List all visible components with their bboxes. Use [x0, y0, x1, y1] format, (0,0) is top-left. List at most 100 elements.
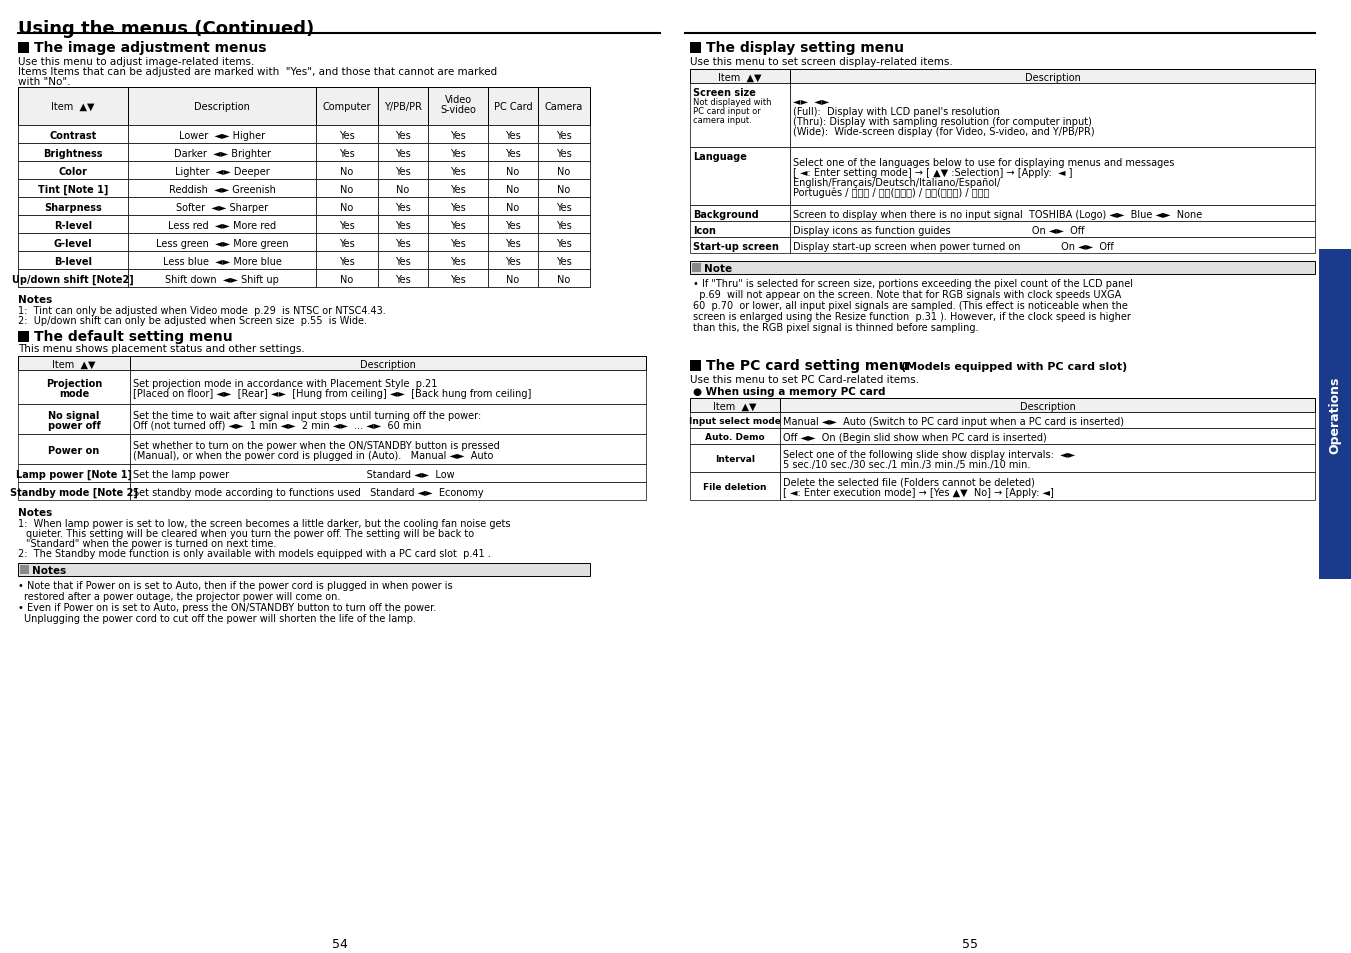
Bar	[128, 233, 316, 252]
Bar	[130, 482, 646, 500]
Text: restored after a power outage, the projector power will come on.: restored after a power outage, the proje…	[24, 592, 340, 601]
Bar	[690, 444, 780, 473]
Bar	[428, 144, 488, 162]
Text: Yes: Yes	[450, 239, 466, 249]
Text: 60  p.70  or lower, all input pixel signals are sampled. (This effect is noticea: 60 p.70 or lower, all input pixel signal…	[693, 301, 1128, 311]
Bar	[128, 126, 316, 144]
Bar	[790, 222, 1315, 237]
Text: R-level: R-level	[54, 221, 92, 231]
Text: Yes: Yes	[450, 274, 466, 285]
Bar	[488, 233, 538, 252]
Text: (Models equipped with PC card slot): (Models equipped with PC card slot)	[901, 361, 1127, 372]
Text: Yes: Yes	[394, 274, 411, 285]
Text: Language: Language	[693, 152, 747, 162]
Bar	[790, 70, 1315, 84]
Bar	[128, 180, 316, 198]
Text: No: No	[558, 274, 570, 285]
Text: Yes: Yes	[557, 203, 571, 213]
Bar	[780, 398, 1315, 413]
Text: Yes: Yes	[450, 185, 466, 194]
Text: The display setting menu: The display setting menu	[707, 41, 904, 55]
Bar	[1319, 250, 1351, 579]
Text: power off: power off	[47, 420, 100, 431]
Bar	[316, 198, 378, 215]
Bar	[690, 360, 701, 372]
Bar	[18, 233, 128, 252]
Bar	[316, 180, 378, 198]
Text: Yes: Yes	[505, 149, 521, 159]
Text: Yes: Yes	[450, 131, 466, 141]
Text: Y/PB/PR: Y/PB/PR	[384, 102, 422, 112]
Text: Yes: Yes	[339, 221, 355, 231]
Text: Using the menus (Continued): Using the menus (Continued)	[18, 20, 315, 38]
Text: Operations: Operations	[1328, 375, 1342, 454]
Bar	[316, 270, 378, 288]
Text: Screen to display when there is no input signal  TOSHIBA (Logo) ◄►  Blue ◄►  Non: Screen to display when there is no input…	[793, 210, 1202, 220]
Text: File deletion: File deletion	[704, 483, 767, 492]
Text: Softer  ◄► Sharper: Softer ◄► Sharper	[176, 203, 267, 213]
Text: mode: mode	[59, 389, 89, 398]
Text: Set whether to turn on the power when the ON/STANDBY button is pressed: Set whether to turn on the power when th…	[132, 440, 500, 451]
Bar	[690, 237, 790, 253]
Bar	[18, 88, 128, 126]
Bar	[128, 252, 316, 270]
Bar	[18, 162, 128, 180]
Bar	[790, 206, 1315, 222]
Text: Off (not turned off) ◄►  1 min ◄►  2 min ◄►  ... ◄►  60 min: Off (not turned off) ◄► 1 min ◄► 2 min ◄…	[132, 420, 422, 431]
Text: Contrast: Contrast	[50, 131, 97, 141]
Bar	[428, 270, 488, 288]
Text: quieter. This setting will be cleared when you turn the power off. The setting w: quieter. This setting will be cleared wh…	[26, 529, 474, 538]
Text: Up/down shift [Note2]: Up/down shift [Note2]	[12, 274, 134, 285]
Text: No: No	[507, 185, 520, 194]
Text: Screen size: Screen size	[693, 88, 755, 98]
Bar	[316, 88, 378, 126]
Text: Item  ▲▼: Item ▲▼	[53, 359, 96, 370]
Text: Off ◄►  On (Begin slid show when PC card is inserted): Off ◄► On (Begin slid show when PC card …	[784, 433, 1047, 442]
Bar	[18, 162, 590, 180]
Bar	[378, 198, 428, 215]
Text: Brightness: Brightness	[43, 149, 103, 159]
Text: Yes: Yes	[339, 149, 355, 159]
Bar	[488, 215, 538, 233]
Bar	[18, 43, 28, 54]
Text: (Manual), or when the power cord is plugged in (Auto).   Manual ◄►  Auto: (Manual), or when the power cord is plug…	[132, 451, 493, 460]
Bar	[690, 148, 790, 206]
Text: Yes: Yes	[557, 131, 571, 141]
Text: Yes: Yes	[557, 221, 571, 231]
Bar	[130, 371, 646, 405]
Bar	[488, 180, 538, 198]
Bar	[316, 252, 378, 270]
Text: • If "Thru" is selected for screen size, portions exceeding the pixel count of t: • If "Thru" is selected for screen size,…	[693, 278, 1133, 289]
Bar	[18, 126, 590, 144]
Text: Yes: Yes	[339, 131, 355, 141]
Text: No: No	[507, 203, 520, 213]
Text: (Thru): Display with sampling resolution (for computer input): (Thru): Display with sampling resolution…	[793, 117, 1092, 127]
Bar	[790, 84, 1315, 148]
Text: The image adjustment menus: The image adjustment menus	[34, 41, 266, 55]
Text: Yes: Yes	[339, 256, 355, 267]
Text: Color: Color	[58, 167, 88, 177]
Text: [ ◄: Enter execution mode] → [Yes ▲▼  No] → [Apply: ◄]: [ ◄: Enter execution mode] → [Yes ▲▼ No]…	[784, 488, 1054, 497]
Text: Description: Description	[361, 359, 416, 370]
Text: S-video: S-video	[440, 105, 476, 115]
Bar	[18, 464, 130, 482]
Text: Yes: Yes	[505, 131, 521, 141]
Text: Reddish  ◄► Greenish: Reddish ◄► Greenish	[169, 185, 276, 194]
Text: Set the time to wait after signal input stops until turning off the power:: Set the time to wait after signal input …	[132, 411, 481, 420]
Text: Description: Description	[1024, 73, 1081, 83]
Text: No: No	[507, 274, 520, 285]
Text: • Even if Power on is set to Auto, press the ON/STANDBY button to turn off the p: • Even if Power on is set to Auto, press…	[18, 602, 436, 613]
Text: Lamp power [Note 1]: Lamp power [Note 1]	[16, 470, 132, 479]
Bar	[428, 126, 488, 144]
Text: Input select mode: Input select mode	[689, 417, 781, 426]
Text: Delete the selected file (Folders cannot be deleted): Delete the selected file (Folders cannot…	[784, 477, 1035, 488]
Bar	[18, 252, 590, 270]
Text: Yes: Yes	[394, 149, 411, 159]
Text: Yes: Yes	[557, 239, 571, 249]
Text: Notes: Notes	[18, 507, 53, 517]
Text: The PC card setting menu: The PC card setting menu	[707, 358, 908, 373]
Bar	[488, 252, 538, 270]
Bar	[316, 162, 378, 180]
Bar	[538, 252, 590, 270]
Bar	[780, 429, 1315, 444]
